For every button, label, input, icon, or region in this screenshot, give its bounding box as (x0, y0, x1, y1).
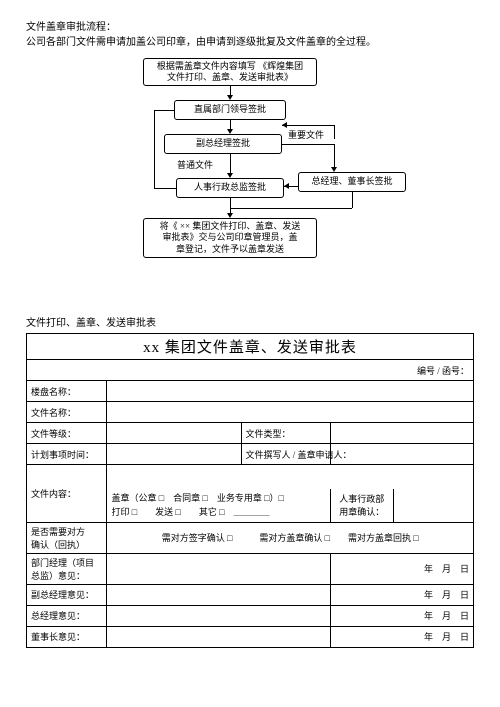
flow-node-hr-admin: 人事行政总监签批 (176, 178, 284, 198)
form-caption: 文件打印、盖章、发送审批表 (26, 314, 474, 329)
label-project: 楼盘名称： (27, 381, 107, 402)
flow-node-fill-form: 根据需盖章文件内容填写 《辉煌集团文件打印、盖章、发送审批表》 (143, 58, 317, 86)
label-file-level: 文件等级： (27, 423, 107, 444)
approval-form: xx 集团文件盖章、发送审批表 编号 / 函号： 楼盘名称： 文件名称： 文件等… (26, 333, 474, 648)
flow-edge (334, 125, 335, 139)
intro-line-1: 文件盖章审批流程： (26, 20, 474, 35)
flow-node-vp: 副总经理签批 (164, 134, 282, 154)
field-chairman (107, 626, 330, 647)
field-hr-confirm (393, 489, 473, 522)
label-hr-confirm: 人事行政部用章确认： (330, 489, 393, 522)
flow-edge (230, 154, 231, 174)
flow-edge (282, 125, 334, 126)
label-content: 文件内容： (27, 465, 107, 523)
arrow-left-icon (284, 183, 289, 189)
label-gm: 总经理意见： (27, 605, 107, 626)
label-chairman: 董事长意见： (27, 626, 107, 647)
field-project (107, 381, 474, 402)
label-need-confirm: 是否需要对方确认（回执） (27, 522, 107, 553)
field-dept-mgr (107, 553, 330, 584)
edge-label-important: 重要文件 (287, 128, 325, 141)
flow-edge (230, 198, 231, 214)
field-file-level (107, 423, 241, 444)
edge-label-ordinary: 普通文件 (176, 158, 214, 171)
label-plan-time: 计划事项时间： (27, 444, 107, 465)
flow-node-gm-chairman: 总经理、董事长签批 (298, 172, 406, 192)
label-vp: 副总经理意见： (27, 584, 107, 605)
date-vp: 年 月 日 (330, 584, 473, 605)
label-file-type: 文件类型： (241, 423, 330, 444)
intro-line-2: 公司各部门文件需申请加盖公司印章，由申请到逐级批复及文件盖章的全过程。 (26, 35, 474, 50)
date-gm: 年 月 日 (330, 605, 473, 626)
flow-edge (334, 144, 335, 168)
flow-node-seal-register: 将《 ×× 集团文件打印、盖章、发送审批表》交与公司印章管理员，盖章登记，文件予… (143, 218, 317, 258)
intro: 文件盖章审批流程： 公司各部门文件需申请加盖公司印章，由申请到逐级批复及文件盖章… (26, 20, 474, 50)
flow-edge (154, 188, 176, 189)
flow-edge (154, 110, 155, 188)
seal-line: 盖章（公章 □ 合同章 □ 业务专用章 □）□ (111, 491, 325, 505)
field-plan-time (107, 444, 241, 465)
flow-node-dept-leader: 直属部门领导签批 (174, 100, 286, 120)
form-title: xx 集团文件盖章、发送审批表 (27, 334, 474, 360)
flow-edge (352, 192, 353, 208)
flow-edge (230, 208, 352, 209)
label-file-name: 文件名称： (27, 402, 107, 423)
label-dept-mgr: 部门经理（项目总监）意见： (27, 553, 107, 584)
field-file-type (330, 423, 473, 444)
serial-label: 编号 / 函号： (27, 360, 474, 381)
label-filled-by: 文件撰写人 / 盖章申请人： (241, 444, 330, 465)
date-dept-mgr: 年 月 日 (330, 553, 473, 584)
confirm-options: 需对方签字确认 □ 需对方盖章确认 □ 需对方盖章回执 □ (107, 522, 474, 553)
date-chairman: 年 月 日 (330, 626, 473, 647)
seal-options: 盖章（公章 □ 合同章 □ 业务专用章 □）□ 打印 □ 发送 □ 其它 □ ＿… (107, 489, 330, 522)
flow-edge (154, 110, 174, 111)
field-content (107, 465, 474, 490)
send-line: 打印 □ 发送 □ 其它 □ ＿＿＿＿ (111, 505, 325, 519)
field-gm (107, 605, 330, 626)
flow-edge (282, 144, 334, 145)
flowchart: 根据需盖章文件内容填写 《辉煌集团文件打印、盖章、发送审批表》 直属部门领导签批… (26, 58, 474, 310)
field-vp (107, 584, 330, 605)
field-file-name (107, 402, 474, 423)
